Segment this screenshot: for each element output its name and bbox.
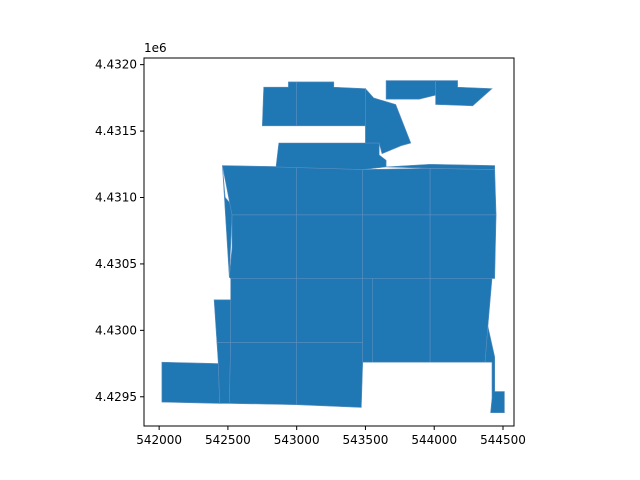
y-tick-label: 4.4310 bbox=[95, 190, 137, 204]
x-axis: 542000 542500 543000 543500 544000 544500 bbox=[136, 426, 526, 447]
x-tick-label: 542500 bbox=[205, 433, 251, 447]
map-polygon bbox=[371, 278, 431, 363]
map-polygon bbox=[385, 80, 436, 100]
map-polygon bbox=[429, 214, 497, 279]
map-polygon bbox=[275, 142, 387, 170]
map-polygons bbox=[161, 80, 505, 414]
map-polygon bbox=[230, 278, 298, 343]
x-tick-label: 542000 bbox=[136, 433, 182, 447]
axes-frame bbox=[143, 57, 515, 427]
map-polygon bbox=[365, 87, 412, 155]
map-polygon bbox=[228, 341, 298, 406]
map-polygon bbox=[429, 167, 497, 216]
map-polygon bbox=[296, 214, 364, 279]
map-polygon bbox=[261, 81, 298, 127]
y-tick-label: 4.4295 bbox=[95, 390, 137, 404]
x-tick-label: 543000 bbox=[274, 433, 320, 447]
map-polygon bbox=[435, 80, 493, 107]
y-tick-label: 4.4305 bbox=[95, 257, 137, 271]
y-axis: 4.4295 4.4300 4.4305 4.4310 4.4315 4.4320 bbox=[95, 58, 144, 404]
map-polygon bbox=[296, 341, 364, 408]
map-polygon bbox=[362, 278, 373, 363]
map-polygon bbox=[429, 278, 493, 363]
x-tick-label: 544000 bbox=[411, 433, 457, 447]
map-polygon bbox=[228, 214, 298, 279]
map-polygon bbox=[362, 167, 431, 216]
map-polygon bbox=[296, 81, 366, 127]
map-polygon bbox=[161, 361, 221, 404]
x-tick-label: 543500 bbox=[343, 433, 389, 447]
map-polygon bbox=[296, 278, 364, 343]
map-polygon bbox=[213, 299, 231, 343]
map-polygon bbox=[296, 166, 364, 216]
x-tick-label: 544500 bbox=[480, 433, 526, 447]
map-polygon bbox=[386, 163, 496, 170]
map-polygon bbox=[222, 165, 298, 216]
y-tick-label: 4.4315 bbox=[95, 124, 137, 138]
y-tick-label: 4.4300 bbox=[95, 323, 137, 337]
map-polygon bbox=[362, 214, 431, 279]
y-tick-label: 4.4320 bbox=[95, 58, 137, 72]
map-polygon bbox=[484, 326, 505, 414]
offset-text: 1e6 bbox=[144, 41, 167, 55]
